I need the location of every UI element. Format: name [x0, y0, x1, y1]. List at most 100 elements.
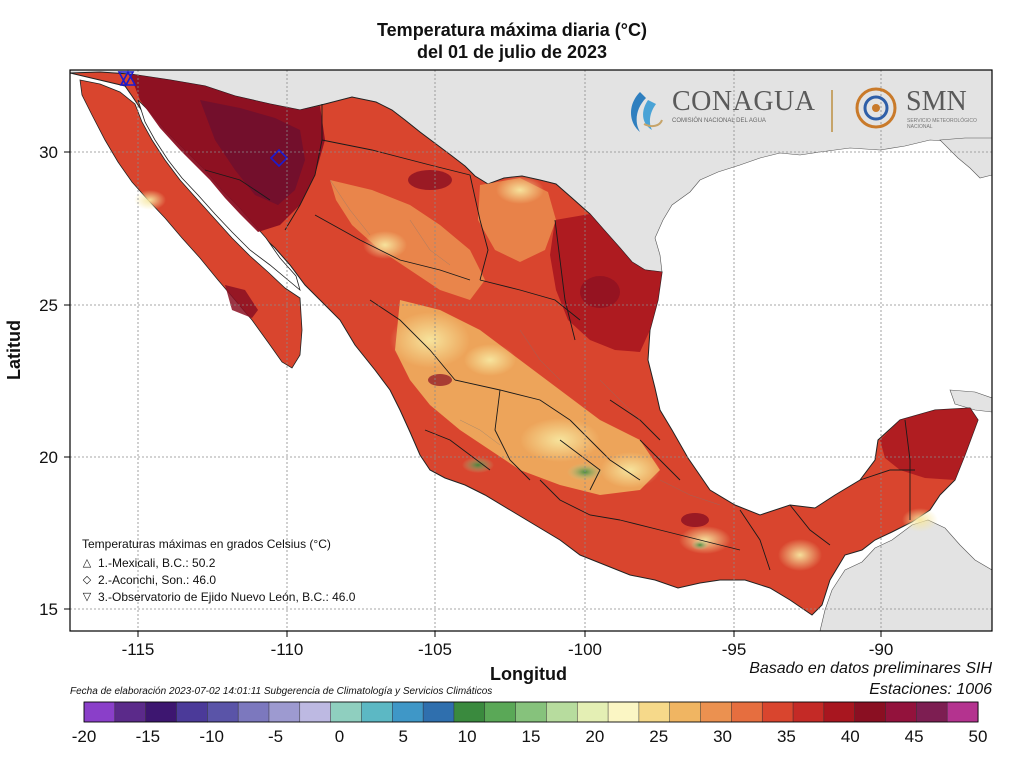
colorbar-label: -10: [199, 727, 224, 746]
gridlines: [70, 70, 992, 631]
colorbar-swatch: [638, 701, 671, 723]
colorbar-label: -20: [72, 727, 97, 746]
cool-spot-puebla: [600, 452, 660, 488]
colorbar-swatch: [515, 701, 547, 723]
cool-spot-baja: [134, 190, 166, 210]
station-nuevo-leon-inverted-triangle: [117, 71, 135, 87]
colorbar-label: 5: [399, 727, 408, 746]
colorbar-swatch: [823, 701, 856, 723]
colorbar-swatch: [792, 701, 825, 723]
colorbar-swatch: [392, 701, 424, 723]
lat-tick-labels: 30 25 20 15: [39, 143, 58, 619]
cool-spot-chihuahua: [363, 231, 407, 259]
colorbar-swatch: [669, 701, 702, 723]
colorbar-swatch: [361, 701, 393, 723]
y-axis-label: Latitud: [4, 320, 24, 380]
colorbar-swatch: [946, 701, 979, 723]
plot-frame: [69, 69, 993, 632]
state-borders: [204, 104, 915, 571]
diamond-icon: ◇: [82, 574, 92, 586]
colorbar-swatch: [885, 701, 917, 723]
colorbar-swatch: [268, 701, 301, 723]
legend-item: △ 1.-Mexicali, B.C.: 50.2: [82, 555, 355, 572]
legend-item: ▽ 3.-Observatorio de Ejido Nuevo León, B…: [82, 589, 356, 606]
creation-date-note: Fecha de elaboración 2023-07-02 14:01:11…: [70, 686, 493, 697]
colorbar-swatch: [299, 701, 332, 723]
colorbar-labels: -20 -15 -10 -5 0 5 10 15 20 25 30 35 40 45 50: [72, 727, 988, 746]
lat-tick-label: 25: [39, 296, 58, 315]
cool-spot-coahuila: [496, 176, 544, 204]
legend-item-text: 3.-Observatorio de Ejido Nuevo León, B.C…: [98, 590, 356, 604]
lon-tick-label: -100: [568, 640, 602, 659]
colorbar-swatch: [484, 701, 517, 723]
colorbar-label: -15: [136, 727, 161, 746]
lon-tick-label: -115: [122, 640, 155, 659]
colorbar-swatch: [176, 701, 208, 723]
map-title-line1: Temperatura máxima diaria (°C): [377, 20, 647, 40]
colorbar-label: 40: [841, 727, 860, 746]
hot-spot-oaxaca: [681, 513, 709, 527]
map-title-line2: del 01 de julio de 2023: [416, 42, 608, 62]
smn-logo: SMN SERVICIO METEOROLÓGICO NACIONAL: [850, 82, 990, 142]
hot-spot-nayarit: [428, 374, 452, 386]
hot-spot-chihuahua: [408, 170, 452, 190]
colorbar-label: 20: [585, 727, 604, 746]
smn-name: SMN: [906, 86, 967, 117]
colorbar-label: 15: [522, 727, 541, 746]
smn-subtitle: SERVICIO METEOROLÓGICO NACIONAL: [907, 118, 977, 130]
inverted-triangle-icon: ▽: [82, 591, 92, 603]
cool-spot-oaxaca: [679, 526, 731, 554]
colorbar-swatch: [83, 701, 116, 723]
cuba: [949, 389, 992, 413]
station-aconchi-diamond: [269, 148, 289, 168]
colorbar-label: -5: [268, 727, 283, 746]
lon-tick-label: -95: [722, 640, 747, 659]
colorbar-swatch: [422, 701, 455, 723]
station-legend: Temperaturas máximas en grados Celsius (…: [82, 536, 355, 606]
colorbar: [83, 701, 979, 723]
colorbar-swatch: [330, 701, 362, 723]
hot-region-yucatan: [880, 408, 978, 480]
colorbar-label: 30: [713, 727, 732, 746]
legend-item-text: 1.-Mexicali, B.C.: 50.2: [98, 556, 216, 570]
cool-spot-zacatecas: [464, 344, 516, 376]
sub-borders: [329, 179, 721, 506]
colorbar-swatch: [145, 701, 178, 723]
station-markers: [117, 70, 289, 168]
colorbar-swatch: [576, 701, 609, 723]
conagua-logo-icon: [631, 92, 663, 132]
green-spot-jalisco: [462, 457, 494, 473]
colorbar-swatch: [854, 701, 887, 723]
logo-separator: [831, 90, 833, 132]
green-spot-oaxaca: [691, 540, 709, 550]
lon-tick-labels: -115 -110 -105 -100 -95 -90: [122, 640, 894, 659]
hot-spot-nl: [580, 276, 620, 308]
colorbar-label: 50: [969, 727, 988, 746]
lat-tick-label: 20: [39, 448, 58, 467]
colorbar-label: 25: [649, 727, 668, 746]
hot-region-sonora-core: [200, 100, 305, 205]
lat-tick-label: 30: [39, 143, 58, 162]
colorbar-swatch: [237, 701, 270, 723]
conagua-subtitle: COMISIÓN NACIONAL DEL AGUA: [672, 118, 766, 124]
lon-tick-label: -90: [869, 640, 894, 659]
colorbar-swatch: [916, 701, 948, 723]
colorbar-swatch: [207, 701, 239, 723]
colorbar-swatch: [453, 701, 486, 723]
colorbar-label: 35: [777, 727, 796, 746]
colorbar-label: 0: [335, 727, 344, 746]
colorbar-swatch: [700, 701, 732, 723]
colorbar-swatch: [731, 701, 763, 723]
legend-item: ◇ 2.-Aconchi, Son.: 46.0: [82, 572, 355, 589]
colorbar-swatch: [546, 701, 578, 723]
colorbar-label: 45: [905, 727, 924, 746]
station-count: Estaciones: 1006: [869, 681, 992, 698]
data-source-note: Basado en datos preliminares SIH: [749, 660, 992, 677]
hot-region-baja-sur: [225, 285, 258, 318]
colorbar-swatch: [114, 701, 147, 723]
cool-spot-chiapas: [778, 539, 822, 571]
smn-logo-icon: [855, 87, 897, 129]
cool-spot-durango: [390, 312, 470, 368]
station-mexicali-triangle: [119, 70, 137, 86]
